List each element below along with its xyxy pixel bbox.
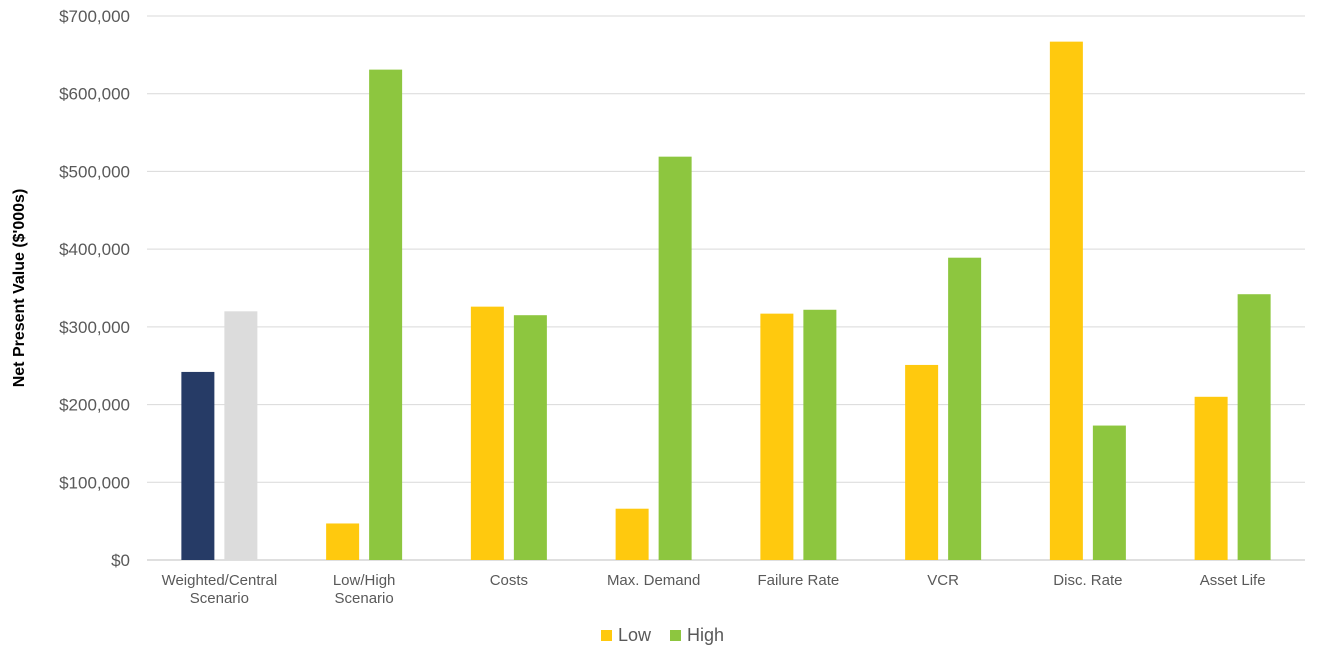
bar-high [369, 69, 403, 560]
bar-low [760, 313, 794, 560]
y-tick-label: $200,000 [59, 396, 130, 415]
x-tick-label: Asset Life [1200, 572, 1266, 589]
y-tick-label: $100,000 [59, 473, 130, 492]
bar-central [224, 311, 258, 560]
bar-high [1237, 294, 1271, 560]
y-axis-title: Net Present Value ($'000s) [11, 189, 28, 388]
y-tick-label: $0 [111, 551, 130, 570]
y-tick-label: $500,000 [59, 162, 130, 181]
bar-low [615, 508, 649, 560]
y-tick-label: $400,000 [59, 240, 130, 259]
x-tick-label: Failure Rate [758, 572, 840, 589]
bar-high [1092, 425, 1126, 560]
bar-weighted [181, 371, 215, 560]
bars [181, 41, 1271, 561]
x-tick-label: Disc. Rate [1053, 572, 1122, 589]
bar-low [326, 523, 360, 560]
bar-high [513, 315, 547, 560]
bar-low [1049, 41, 1083, 561]
y-tick-label: $700,000 [59, 7, 130, 26]
legend-swatch-low [601, 630, 612, 641]
legend-label-low: Low [618, 625, 652, 645]
bar-low [905, 364, 939, 560]
y-tick-label: $300,000 [59, 318, 130, 337]
x-tick-label: Weighted/Central Scenario [162, 572, 278, 607]
x-tick-label: Max. Demand [607, 572, 700, 589]
bar-low [470, 306, 504, 560]
bar-low [1194, 396, 1228, 560]
legend: Low High [601, 625, 724, 645]
legend-swatch-high [670, 630, 681, 641]
legend-label-high: High [687, 625, 724, 645]
x-axis-labels: Weighted/Central Scenario Low/High Scenario… [162, 572, 1266, 607]
gridlines [147, 15, 1305, 561]
x-tick-label: VCR [927, 572, 959, 589]
bar-high [658, 156, 692, 561]
bar-high [948, 257, 982, 560]
bar-high [803, 309, 837, 560]
x-tick-label: Costs [490, 572, 528, 589]
y-tick-label: $600,000 [59, 85, 130, 104]
y-axis-ticks: $0 $100,000 $200,000 $300,000 $400,000 $500,0… [59, 7, 130, 570]
x-tick-label: Low/High Scenario [333, 572, 396, 607]
